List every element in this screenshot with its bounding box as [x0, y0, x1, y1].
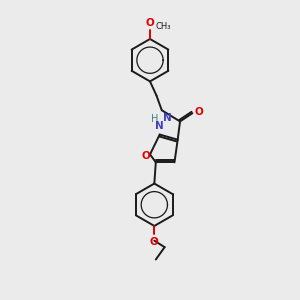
Text: O: O — [141, 151, 150, 160]
Text: O: O — [195, 107, 203, 117]
Text: O: O — [150, 236, 159, 247]
Text: H: H — [151, 114, 158, 124]
Text: N: N — [155, 121, 164, 131]
Text: N: N — [163, 113, 172, 123]
Text: O: O — [146, 18, 154, 28]
Text: CH₃: CH₃ — [155, 22, 171, 31]
